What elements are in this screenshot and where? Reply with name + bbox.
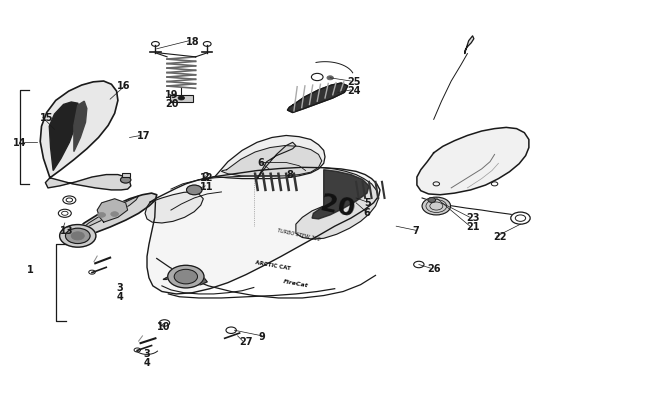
Polygon shape <box>49 103 81 171</box>
Text: 16: 16 <box>116 81 130 91</box>
Text: 3: 3 <box>144 348 151 358</box>
Text: 26: 26 <box>427 264 441 273</box>
Circle shape <box>327 77 333 81</box>
Circle shape <box>187 185 202 195</box>
Text: 14: 14 <box>13 137 27 147</box>
Text: 15: 15 <box>40 113 54 123</box>
Polygon shape <box>296 168 379 239</box>
Text: 13: 13 <box>60 226 73 236</box>
FancyBboxPatch shape <box>170 96 193 103</box>
Circle shape <box>174 270 198 284</box>
Circle shape <box>178 97 185 101</box>
Text: 25: 25 <box>348 77 361 87</box>
Circle shape <box>98 213 105 218</box>
Text: 10: 10 <box>157 322 170 331</box>
Circle shape <box>120 177 131 183</box>
Text: 24: 24 <box>348 86 361 96</box>
Text: 4: 4 <box>116 291 124 301</box>
Text: 3: 3 <box>116 282 124 292</box>
Circle shape <box>63 196 76 205</box>
Polygon shape <box>215 136 325 179</box>
Circle shape <box>66 229 90 244</box>
Polygon shape <box>46 175 131 190</box>
Circle shape <box>60 225 96 247</box>
Text: 20: 20 <box>318 191 358 222</box>
Polygon shape <box>257 143 296 179</box>
Text: 27: 27 <box>240 336 253 346</box>
Text: ARCTIC CAT: ARCTIC CAT <box>255 259 291 271</box>
Polygon shape <box>74 102 87 152</box>
Text: 2: 2 <box>202 171 209 181</box>
Polygon shape <box>163 274 207 285</box>
Text: 23: 23 <box>466 213 480 223</box>
Circle shape <box>72 232 84 240</box>
Text: 21: 21 <box>466 222 480 232</box>
Polygon shape <box>98 199 127 223</box>
Polygon shape <box>287 84 348 113</box>
Text: 5: 5 <box>364 198 370 207</box>
Text: 17: 17 <box>137 131 151 141</box>
Circle shape <box>111 212 118 217</box>
Circle shape <box>168 266 204 288</box>
Polygon shape <box>145 192 203 224</box>
Polygon shape <box>40 82 118 178</box>
Polygon shape <box>417 128 529 195</box>
Text: 8: 8 <box>286 169 293 179</box>
Circle shape <box>422 198 450 215</box>
Polygon shape <box>222 146 322 177</box>
Text: 20: 20 <box>165 99 179 109</box>
Text: 4: 4 <box>144 357 151 367</box>
Circle shape <box>511 213 530 225</box>
Text: 22: 22 <box>493 232 507 242</box>
Text: 9: 9 <box>259 331 266 341</box>
Text: 18: 18 <box>186 36 200 47</box>
Text: 11: 11 <box>200 181 214 192</box>
Text: TURBO STEW 700: TURBO STEW 700 <box>277 228 321 242</box>
Circle shape <box>58 210 72 218</box>
Text: 1: 1 <box>27 264 34 274</box>
Text: 12: 12 <box>200 173 214 183</box>
Circle shape <box>428 198 436 203</box>
Text: 7: 7 <box>412 226 419 236</box>
Polygon shape <box>465 37 474 55</box>
Polygon shape <box>63 194 157 243</box>
Text: 6: 6 <box>364 208 370 218</box>
FancyBboxPatch shape <box>122 173 129 177</box>
Polygon shape <box>147 168 380 294</box>
Polygon shape <box>73 196 138 234</box>
Text: FireCat: FireCat <box>283 278 309 288</box>
Text: 6: 6 <box>257 158 264 168</box>
Polygon shape <box>312 171 369 220</box>
Text: 19: 19 <box>165 90 179 100</box>
